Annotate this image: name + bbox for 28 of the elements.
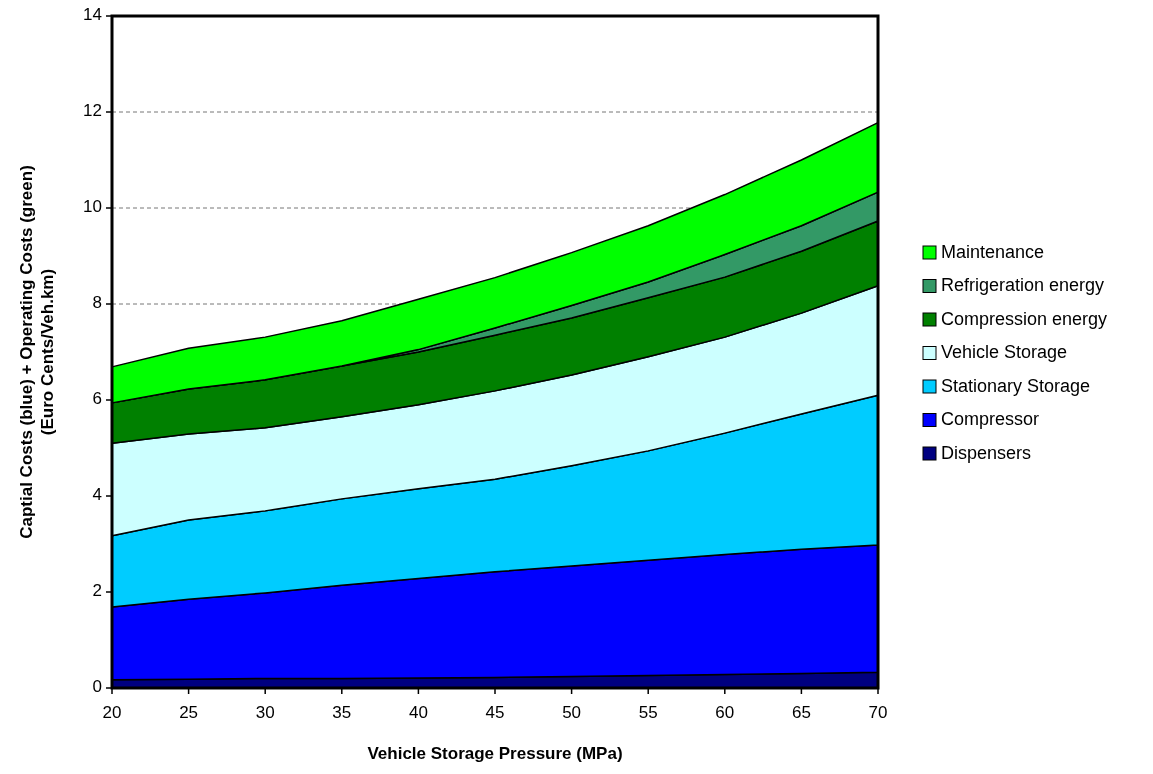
- y-tick-label: 6: [92, 389, 102, 409]
- x-tick-label: 70: [868, 703, 888, 722]
- x-tick-label: 55: [638, 703, 658, 722]
- x-tick-label: 45: [485, 703, 505, 722]
- y-tick-label: 12: [83, 101, 102, 121]
- x-tick-label: 20: [102, 703, 122, 722]
- legend-label: Compression energy: [941, 308, 1108, 329]
- y-axis-title: Captial Costs (blue) + Operating Costs (green) (Euro Cents/Veh.km): [17, 165, 57, 539]
- legend-label: Vehicle Storage: [941, 342, 1068, 363]
- y-tick-label: 0: [92, 677, 102, 697]
- y-tick-label: 8: [92, 293, 102, 313]
- y-tick-label: 4: [92, 485, 102, 505]
- legend-label: Compressor: [941, 409, 1040, 430]
- legend-label: Maintenance: [941, 241, 1045, 262]
- x-tick-label: 65: [791, 703, 811, 722]
- x-axis-title: Vehicle Storage Pressure (MPa): [367, 744, 623, 763]
- y-tick-label: 10: [83, 197, 102, 217]
- legend-label: Refrigeration energy: [941, 275, 1105, 296]
- legend-label: Dispensers: [941, 442, 1032, 463]
- x-tick-label: 35: [332, 703, 352, 722]
- y-tick-label: 2: [92, 581, 102, 601]
- legend-label: Stationary Storage: [941, 375, 1091, 396]
- x-tick-label: 60: [715, 703, 735, 722]
- y-tick-label: 14: [83, 5, 102, 25]
- x-tick-label: 40: [408, 703, 428, 722]
- x-tick-label: 50: [562, 703, 582, 722]
- x-tick-label: 25: [179, 703, 199, 722]
- x-tick-label: 30: [255, 703, 275, 722]
